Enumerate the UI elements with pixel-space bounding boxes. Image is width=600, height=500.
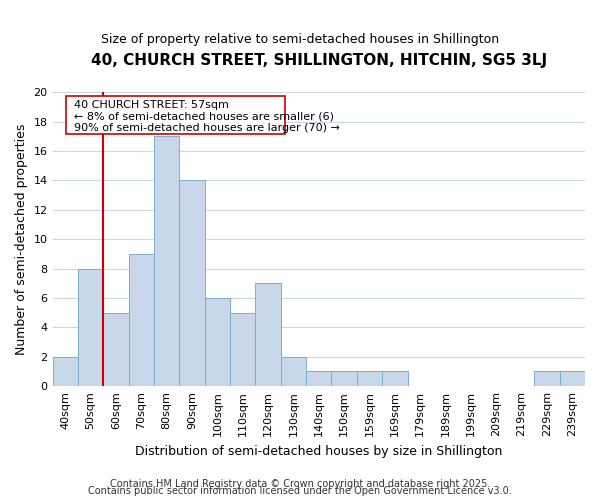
Text: 90% of semi-detached houses are larger (70) →: 90% of semi-detached houses are larger (… — [74, 124, 340, 134]
Bar — [560, 372, 585, 386]
Bar — [103, 312, 128, 386]
Bar — [534, 372, 560, 386]
Y-axis label: Number of semi-detached properties: Number of semi-detached properties — [15, 124, 28, 355]
Bar — [331, 372, 357, 386]
Text: Size of property relative to semi-detached houses in Shillington: Size of property relative to semi-detach… — [101, 32, 499, 46]
Text: Contains public sector information licensed under the Open Government Licence v3: Contains public sector information licen… — [88, 486, 512, 496]
Bar — [179, 180, 205, 386]
Bar — [306, 372, 331, 386]
X-axis label: Distribution of semi-detached houses by size in Shillington: Distribution of semi-detached houses by … — [135, 444, 502, 458]
Bar — [382, 372, 407, 386]
Bar — [281, 357, 306, 386]
Bar — [256, 284, 281, 386]
Bar — [128, 254, 154, 386]
Bar — [230, 312, 256, 386]
Bar — [357, 372, 382, 386]
Text: ← 8% of semi-detached houses are smaller (6): ← 8% of semi-detached houses are smaller… — [74, 112, 334, 122]
Bar — [53, 357, 78, 386]
Title: 40, CHURCH STREET, SHILLINGTON, HITCHIN, SG5 3LJ: 40, CHURCH STREET, SHILLINGTON, HITCHIN,… — [91, 52, 547, 68]
Bar — [78, 268, 103, 386]
FancyBboxPatch shape — [67, 96, 284, 134]
Text: 40 CHURCH STREET: 57sqm: 40 CHURCH STREET: 57sqm — [74, 100, 229, 110]
Bar — [154, 136, 179, 386]
Bar — [205, 298, 230, 386]
Text: Contains HM Land Registry data © Crown copyright and database right 2025.: Contains HM Land Registry data © Crown c… — [110, 479, 490, 489]
